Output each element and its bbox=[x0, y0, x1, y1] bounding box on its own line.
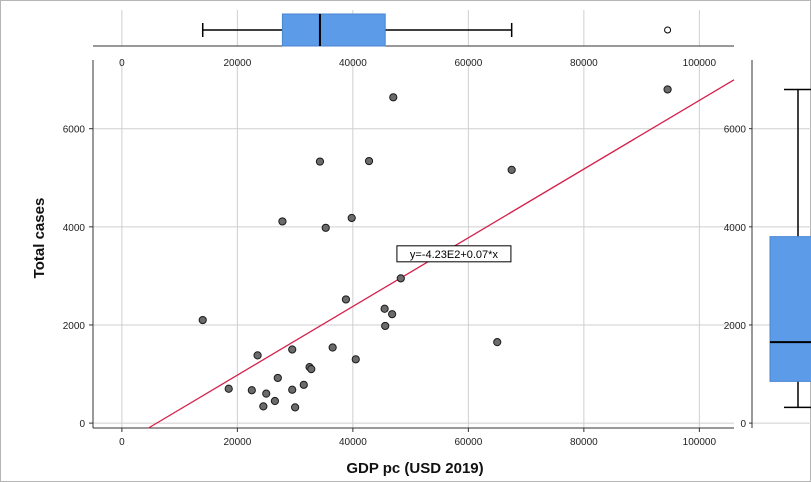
data-point bbox=[341, 295, 351, 304]
grid bbox=[93, 10, 811, 428]
x-boxplot bbox=[201, 13, 672, 47]
data-point bbox=[307, 365, 316, 374]
x-boxplot-outlier bbox=[664, 26, 672, 34]
data-point bbox=[198, 315, 207, 325]
fit-line-group: y=-4.23E2+0.07*x bbox=[148, 79, 735, 429]
data-point bbox=[364, 156, 374, 166]
x-tick-label: 20000 bbox=[223, 437, 251, 448]
y-axis-title: Total cases bbox=[31, 198, 48, 279]
fit-line-label: y=-4.23E2+0.07*x bbox=[410, 249, 499, 261]
y-boxplot-box bbox=[769, 236, 811, 382]
x-tick-label: 40000 bbox=[339, 437, 367, 448]
x-boxplot-box bbox=[281, 13, 386, 47]
data-point bbox=[315, 157, 325, 166]
tick-labels: 0020000200004000040000600006000080000800… bbox=[63, 58, 752, 448]
right-y-tick-label: 6000 bbox=[724, 125, 747, 136]
data-point bbox=[288, 385, 297, 394]
y-tick-label: 4000 bbox=[63, 223, 86, 234]
data-point bbox=[493, 338, 502, 347]
x-tick-label: 100000 bbox=[683, 437, 717, 448]
data-points bbox=[198, 85, 672, 412]
x-axis-title: GDP pc (USD 2019) bbox=[346, 460, 483, 477]
data-point bbox=[262, 389, 271, 398]
x-tick-label: 0 bbox=[119, 437, 125, 448]
y-boxplot bbox=[769, 88, 811, 409]
data-point bbox=[321, 223, 330, 232]
data-point bbox=[381, 321, 390, 331]
x-tick-label: 80000 bbox=[570, 437, 598, 448]
data-point bbox=[299, 380, 308, 389]
axes bbox=[92, 45, 753, 429]
y-tick-label: 2000 bbox=[63, 321, 86, 332]
data-point bbox=[278, 217, 287, 226]
fit-line-label-box bbox=[396, 245, 512, 263]
data-point bbox=[388, 310, 397, 319]
x-tick-label-top: 20000 bbox=[223, 58, 251, 69]
x-tick-label-top: 80000 bbox=[570, 58, 598, 69]
x-tick-label-top: 100000 bbox=[683, 58, 717, 69]
data-point bbox=[270, 396, 280, 406]
data-point bbox=[224, 384, 233, 393]
data-point bbox=[288, 345, 297, 354]
data-point bbox=[380, 304, 389, 313]
right-y-tick-label: 0 bbox=[740, 419, 746, 430]
x-tick-label-top: 40000 bbox=[339, 58, 367, 69]
data-point bbox=[663, 85, 672, 94]
data-point bbox=[247, 386, 256, 395]
data-point bbox=[291, 403, 300, 412]
data-point bbox=[347, 213, 356, 223]
y-tick-label: 0 bbox=[79, 419, 85, 430]
data-point bbox=[507, 165, 516, 175]
x-tick-label-top: 0 bbox=[119, 58, 125, 69]
y-tick-label: 6000 bbox=[63, 125, 86, 136]
data-point bbox=[389, 93, 398, 102]
data-point bbox=[396, 274, 405, 283]
x-tick-label-top: 60000 bbox=[454, 58, 482, 69]
x-tick-label: 60000 bbox=[454, 437, 482, 448]
data-point bbox=[328, 343, 337, 352]
data-point bbox=[253, 351, 262, 360]
right-y-tick-label: 2000 bbox=[724, 321, 747, 332]
right-y-tick-label: 4000 bbox=[724, 223, 747, 234]
data-point bbox=[259, 402, 268, 411]
data-point bbox=[273, 373, 282, 383]
data-point bbox=[351, 355, 360, 364]
